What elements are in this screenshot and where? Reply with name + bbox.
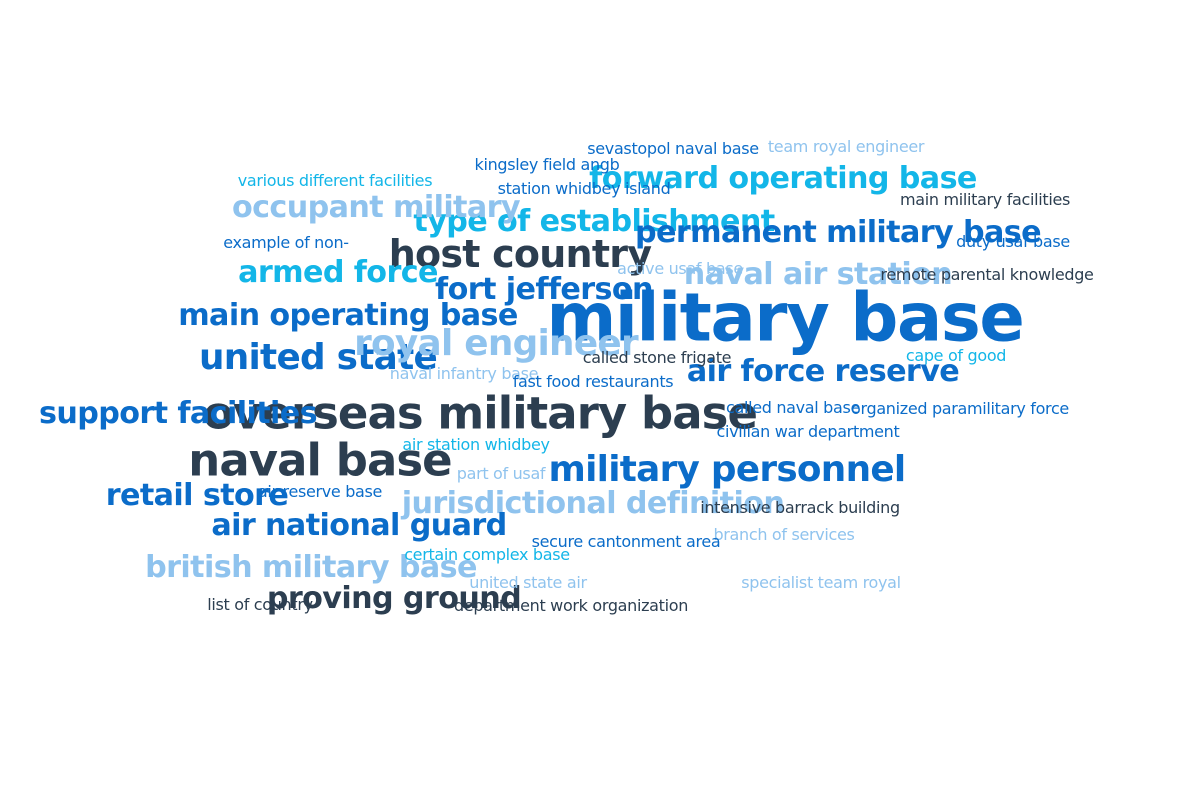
cloud-word-example-of-non: example of non- bbox=[223, 233, 349, 252]
cloud-word-military-personnel: military personnel bbox=[548, 449, 907, 491]
cloud-word-main-operating-base: main operating base bbox=[178, 297, 518, 333]
cloud-word-armed-force: armed force bbox=[238, 254, 438, 290]
cloud-word-civilian-war-department: civilian war department bbox=[716, 422, 900, 441]
cloud-word-sevastopol-naval-base: sevastopol naval base bbox=[587, 139, 759, 158]
cloud-word-main-military-facilities: main military facilities bbox=[900, 190, 1070, 209]
cloud-word-naval-air-station: naval air station bbox=[683, 256, 953, 292]
cloud-word-united-state-air: united state air bbox=[469, 573, 587, 592]
cloud-word-part-of-usaf: part of usaf bbox=[456, 464, 546, 483]
cloud-word-fast-food-restaurants: fast food restaurants bbox=[512, 372, 674, 391]
cloud-word-united-state: united state bbox=[198, 337, 438, 379]
cloud-word-forward-operating-base: forward operating base bbox=[589, 160, 977, 196]
cloud-word-kingsley-field-angb: kingsley field angb bbox=[474, 155, 620, 174]
cloud-word-secure-cantonment-area: secure cantonment area bbox=[531, 532, 721, 551]
cloud-word-station-whidbey-island: station whidbey island bbox=[497, 179, 671, 198]
cloud-word-jurisdictional-definition: jurisdictional definition bbox=[401, 485, 785, 521]
cloud-word-proving-ground: proving ground bbox=[266, 580, 522, 616]
cloud-word-air-reserve-base: air reserve base bbox=[257, 482, 383, 501]
cloud-word-naval-infantry-base: naval infantry base bbox=[389, 364, 539, 383]
cloud-word-retail-store: retail store bbox=[105, 477, 289, 513]
cloud-word-air-station-whidbey: air station whidbey bbox=[402, 435, 550, 454]
cloud-word-team-royal-engineer: team royal engineer bbox=[767, 137, 925, 156]
cloud-word-specialist-team-royal: specialist team royal bbox=[741, 573, 901, 592]
cloud-word-overseas-military-base: overseas military base bbox=[202, 386, 758, 440]
cloud-word-host-country: host country bbox=[388, 232, 652, 276]
cloud-word-british-military-base: british military base bbox=[145, 549, 477, 585]
cloud-word-royal-engineer: royal engineer bbox=[354, 323, 639, 365]
cloud-word-organized-paramilitary-force: organized paramilitary force bbox=[851, 399, 1069, 418]
cloud-word-cape-of-good: cape of good bbox=[905, 346, 1007, 365]
cloud-word-active-usaf-base: active usaf base bbox=[617, 259, 743, 278]
cloud-word-permanent-military-base: permanent military base bbox=[634, 214, 1042, 250]
cloud-word-type-of-establishment: type of establishment bbox=[413, 203, 775, 239]
cloud-word-branch-of-services: branch of services bbox=[713, 525, 855, 544]
cloud-word-support-facilities: support facilities bbox=[38, 395, 318, 431]
cloud-word-various-different-facilities: various different facilities bbox=[237, 171, 433, 190]
cloud-word-fort-jefferson: fort jefferson bbox=[435, 271, 654, 307]
cloud-word-occupant-military: occupant military bbox=[231, 189, 521, 225]
cloud-word-remote-parental-knowledge: remote parental knowledge bbox=[880, 265, 1094, 284]
cloud-word-called-naval-base: called naval base bbox=[725, 398, 861, 417]
cloud-word-military-base: military base bbox=[546, 278, 1024, 357]
cloud-word-called-stone-frigate: called stone frigate bbox=[582, 348, 732, 367]
cloud-word-duty-usaf-base: duty usaf base bbox=[956, 232, 1070, 251]
cloud-word-certain-complex-base: certain complex base bbox=[404, 545, 570, 564]
cloud-word-department-work-organization: department work organization bbox=[453, 596, 689, 615]
cloud-word-list-of-country: list of country bbox=[207, 595, 313, 614]
cloud-word-air-national-guard: air national guard bbox=[211, 507, 507, 543]
cloud-word-air-force-reserve: air force reserve bbox=[686, 353, 960, 389]
cloud-word-naval-base: naval base bbox=[188, 433, 452, 487]
cloud-word-intensive-barrack-building: intensive barrack building bbox=[700, 498, 900, 517]
